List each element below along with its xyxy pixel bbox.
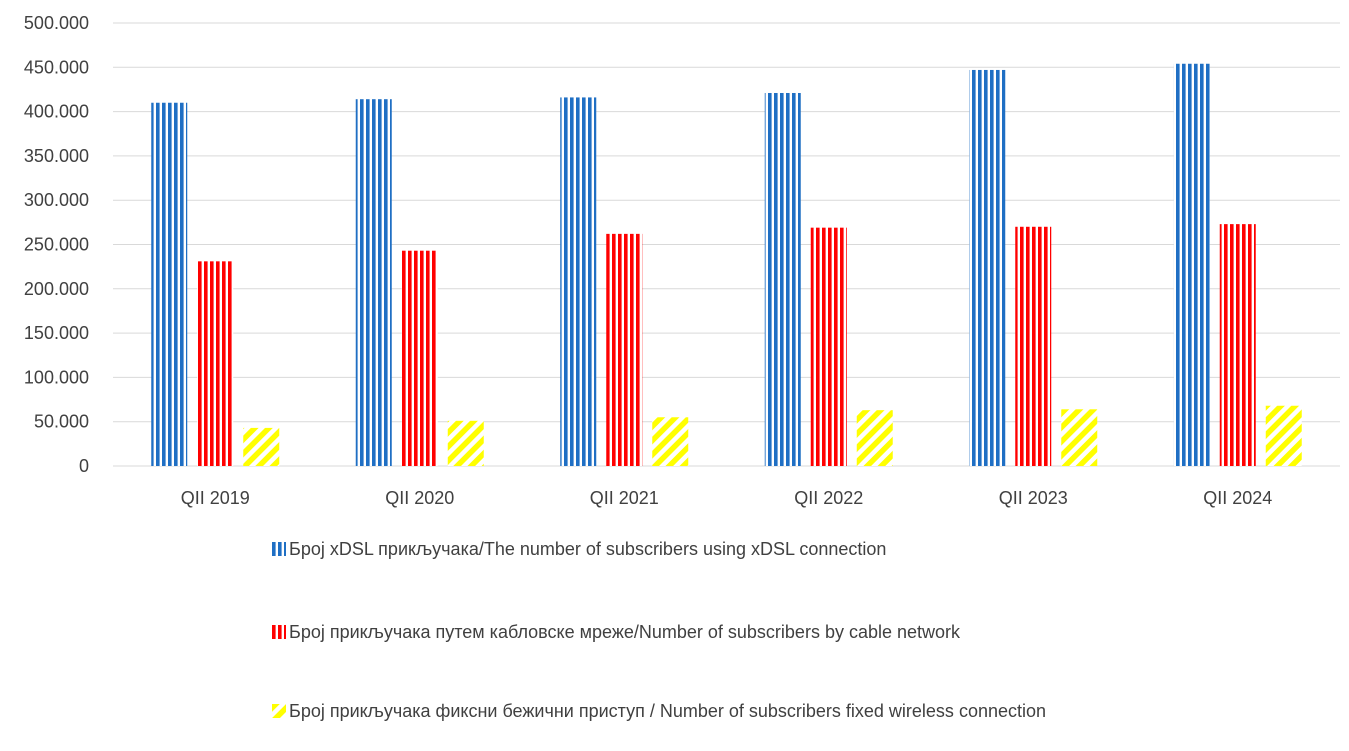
legend-swatch-cable [272, 625, 286, 639]
y-tick-label: 300.000 [24, 190, 89, 210]
legend-item-cable: Број прикључака путем кабловске мреже/Nu… [272, 621, 1132, 643]
legend-item-fixed-wireless: Број прикључака фиксни бежични приступ /… [272, 700, 1132, 722]
x-category-label: QII 2023 [999, 488, 1068, 508]
bar-cable [810, 227, 847, 466]
y-tick-label: 500.000 [24, 13, 89, 33]
legend-swatch-fixed-wireless [272, 704, 286, 718]
bar-fixed-wireless [856, 410, 893, 466]
legend-label-fixed-wireless: Број прикључака фиксни бежични приступ /… [289, 701, 1047, 721]
legend-label-xdsl: Број xDSL прикључака/The number of subsc… [289, 539, 887, 559]
chart: 0 50.000 100.000 150.000 200.000 250.000 300.0… [24, 13, 1340, 508]
y-tick-label: 450.000 [24, 57, 89, 77]
bar-xdsl [151, 102, 188, 467]
y-tick-label: 0 [79, 456, 89, 476]
y-tick-label: 100.000 [24, 367, 89, 387]
y-tick-label: 50.000 [34, 412, 89, 432]
bars [151, 63, 1302, 467]
x-category-label: QII 2020 [385, 488, 454, 508]
y-tick-label: 400.000 [24, 102, 89, 122]
bar-xdsl [560, 97, 597, 466]
bar-xdsl [1173, 63, 1210, 466]
legend-label-cable: Број прикључака путем кабловске мреже/Nu… [289, 622, 961, 642]
bar-xdsl [355, 99, 392, 467]
legend-item-xdsl: Број xDSL прикључака/The number of subsc… [272, 538, 1132, 560]
bar-cable [1219, 224, 1256, 466]
y-tick-label: 150.000 [24, 323, 89, 343]
x-category-label: QII 2024 [1203, 488, 1272, 508]
y-tick-label: 250.000 [24, 235, 89, 255]
gridlines [113, 22, 1340, 467]
y-tick-label: 200.000 [24, 279, 89, 299]
bar-fixed-wireless [652, 417, 689, 466]
bar-cable [197, 261, 234, 466]
x-category-label: QII 2019 [181, 488, 250, 508]
bar-xdsl [764, 92, 801, 466]
bar-cable [606, 233, 643, 466]
bar-cable [401, 250, 438, 466]
x-category-label: QII 2021 [590, 488, 659, 508]
legend-swatch-xdsl [272, 542, 286, 556]
bar-fixed-wireless [447, 420, 484, 466]
bar-xdsl [969, 69, 1006, 466]
bar-fixed-wireless [243, 427, 280, 466]
bar-fixed-wireless [1061, 409, 1098, 466]
y-axis-tick-labels: 0 50.000 100.000 150.000 200.000 250.000 300.0… [24, 13, 89, 476]
y-tick-label: 350.000 [24, 146, 89, 166]
x-category-label: QII 2022 [794, 488, 863, 508]
x-axis-category-labels: QII 2019 QII 2020 QII 2021 QII 2022 QII 2023… [181, 488, 1273, 508]
bar-cable [1015, 226, 1052, 466]
bar-fixed-wireless [1265, 405, 1302, 466]
